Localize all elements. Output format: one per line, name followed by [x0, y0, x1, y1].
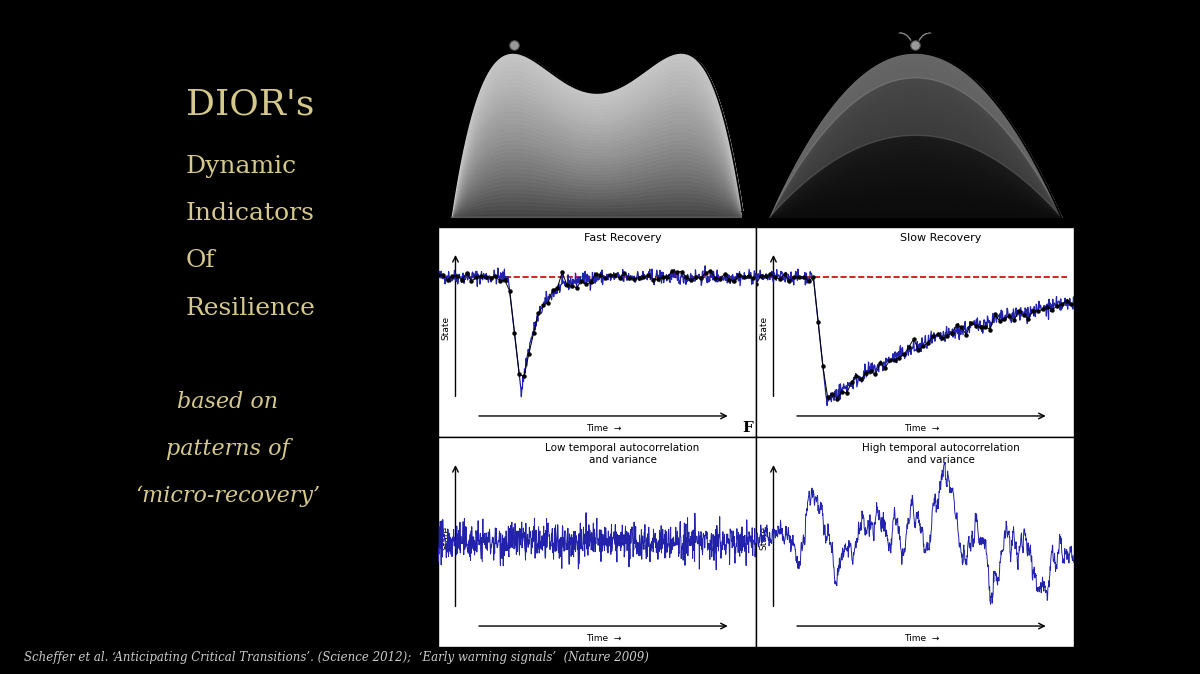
Text: ‘micro-recovery’: ‘micro-recovery’: [136, 485, 320, 508]
Text: Time  →: Time →: [586, 634, 622, 643]
Text: Of: Of: [186, 249, 216, 272]
Text: F: F: [742, 421, 752, 435]
Text: Time  →: Time →: [904, 634, 940, 643]
Text: Scheffer et al. ‘Anticipating Critical Transitions’. (Science 2012);  ‘Early war: Scheffer et al. ‘Anticipating Critical T…: [24, 651, 649, 664]
Text: State: State: [760, 315, 768, 340]
Text: Indicators: Indicators: [186, 202, 314, 225]
Text: Time  →: Time →: [904, 424, 940, 433]
Text: D: D: [739, 211, 752, 225]
Text: Slow Recovery: Slow Recovery: [900, 233, 982, 243]
Text: patterns of: patterns of: [166, 438, 290, 460]
Text: Low Resilience: Low Resilience: [888, 23, 974, 36]
Text: E: E: [424, 421, 434, 435]
Text: State  →: State →: [576, 226, 618, 236]
Text: Time  →: Time →: [586, 424, 622, 433]
Text: B: B: [766, 23, 779, 37]
Text: Dynamic: Dynamic: [186, 155, 298, 178]
Text: DIOR's: DIOR's: [186, 88, 314, 121]
Text: State: State: [442, 315, 450, 340]
Text: based on: based on: [178, 391, 278, 413]
Text: A: A: [448, 23, 460, 37]
Text: High Resilience: High Resilience: [568, 23, 658, 36]
Text: State: State: [760, 526, 768, 550]
Text: State  →: State →: [894, 226, 936, 236]
Text: High temporal autocorrelation
and variance: High temporal autocorrelation and varian…: [862, 443, 1019, 465]
Text: Low temporal autocorrelation
and variance: Low temporal autocorrelation and varianc…: [545, 443, 700, 465]
Text: C: C: [422, 211, 434, 225]
Text: Resilience: Resilience: [186, 297, 316, 319]
Text: Fast Recovery: Fast Recovery: [583, 233, 661, 243]
Text: State: State: [442, 526, 450, 550]
